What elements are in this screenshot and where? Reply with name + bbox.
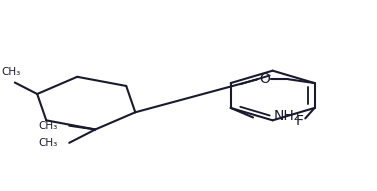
Text: CH₃: CH₃ xyxy=(39,138,58,148)
Text: F: F xyxy=(296,114,304,128)
Text: O: O xyxy=(259,72,270,86)
Text: CH₃: CH₃ xyxy=(39,121,58,131)
Text: NH₂: NH₂ xyxy=(274,108,300,123)
Text: CH₃: CH₃ xyxy=(2,67,21,77)
